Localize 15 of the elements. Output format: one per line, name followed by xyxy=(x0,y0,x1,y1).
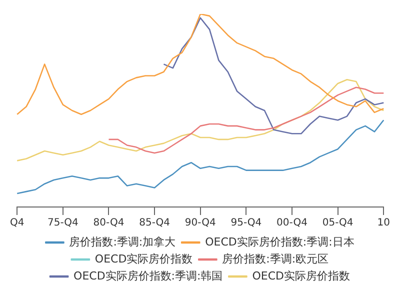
legend-label: OECD实际房价指数:季调:韩国 xyxy=(74,269,223,282)
legend-label: 房价指数:季调:欧元区 xyxy=(222,252,329,266)
x-tick-label: 10 xyxy=(377,218,390,229)
legend-label: 房价指数:季调:加拿大 xyxy=(69,235,176,248)
legend-label: OECD实际房价指数:季调:日本 xyxy=(205,235,354,248)
x-tick-label: 05-Q4 xyxy=(322,218,354,229)
x-tick-label: 80-Q4 xyxy=(93,218,124,229)
x-tick-label: Q4 xyxy=(10,218,24,229)
x-tick-label: 95-Q4 xyxy=(230,218,262,229)
x-tick-label: 85-Q4 xyxy=(139,218,170,229)
legend-label: OECD实际房价指数 xyxy=(252,269,350,282)
x-tick-label: 00-Q4 xyxy=(276,218,308,229)
x-tick-label: 90-Q4 xyxy=(184,218,216,229)
legend-label: OECD实际房价指数 xyxy=(94,252,193,266)
x-tick-label: 75-Q4 xyxy=(47,218,78,229)
